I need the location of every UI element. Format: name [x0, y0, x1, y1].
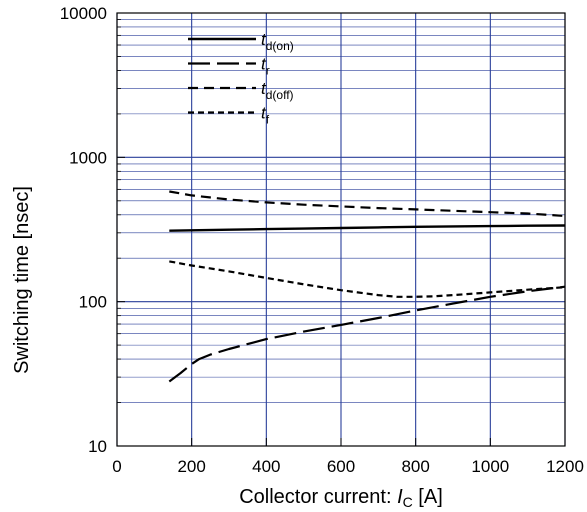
series-line-don	[169, 224, 566, 232]
x-tick-label: 400	[252, 457, 280, 476]
y-tick-label: 1000	[69, 148, 107, 167]
x-tick-label: 1200	[546, 457, 584, 476]
x-tick-label: 600	[327, 457, 355, 476]
series-line-f	[169, 260, 566, 298]
legend-entry: tf	[261, 104, 270, 127]
legend-entry-subscript: r	[266, 64, 270, 78]
axes-frame	[116, 12, 566, 447]
y-tick-label: 100	[79, 293, 107, 312]
legend-entry-symbol: t	[261, 79, 267, 98]
legend-entry-subscript: d(off)	[266, 88, 294, 102]
tick-labels: 10 100 1000 10000 0 200 400 600 800 1000 1200	[60, 4, 584, 476]
y-tick-label: 10	[88, 437, 107, 456]
x-axis-label-suffix: [A]	[413, 486, 443, 508]
legend-entry: tr	[261, 55, 270, 78]
legend-entry-symbol: t	[261, 104, 267, 123]
legend-entry-symbol: t	[261, 55, 267, 74]
x-tick-label: 1000	[471, 457, 509, 476]
y-tick-label: 10000	[60, 4, 107, 23]
x-axis-label-subscript: C	[403, 494, 413, 510]
series-line-doff	[169, 190, 566, 218]
legend-entry-subscript: f	[266, 113, 270, 127]
x-tick-label: 200	[177, 457, 205, 476]
x-axis-label-prefix: Collector current:	[239, 486, 397, 508]
legend-entry: td(on)	[261, 30, 294, 53]
series-lines	[168, 190, 566, 383]
series-line-r	[168, 285, 566, 383]
legend-entry: td(off)	[261, 79, 294, 102]
x-tick-label: 0	[112, 457, 121, 476]
x-tick-label: 800	[401, 457, 429, 476]
x-axis-label: Collector current: IC [A]	[239, 486, 443, 510]
x-axis-label-symbol: I	[397, 486, 403, 508]
legend-entry-symbol: t	[261, 30, 267, 49]
legend-entry-subscript: d(on)	[266, 39, 294, 53]
y-axis-label: Switching time [nsec]	[11, 186, 33, 374]
